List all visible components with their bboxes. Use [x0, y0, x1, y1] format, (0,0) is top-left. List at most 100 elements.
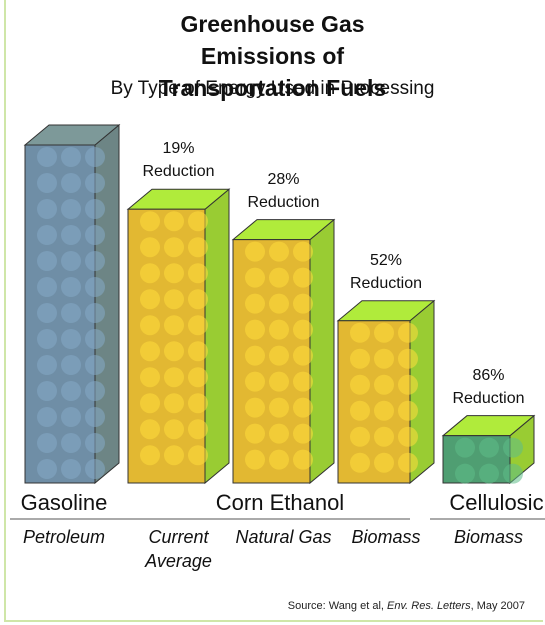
bar-texture [374, 374, 394, 395]
bar-texture [164, 263, 184, 284]
bar-texture [350, 426, 370, 447]
bar-texture [37, 355, 57, 375]
bar-texture [37, 303, 57, 323]
bar-texture [85, 459, 105, 479]
bar-texture [188, 419, 208, 440]
bar-texture [85, 199, 105, 219]
bar-texture [61, 433, 81, 453]
bar-texture [164, 211, 184, 232]
bar-texture [293, 397, 313, 418]
bar-texture [164, 393, 184, 414]
x-tick-label: Current Average [145, 527, 212, 571]
bar-texture [245, 345, 265, 366]
bar-texture [61, 303, 81, 323]
bar-texture [269, 397, 289, 418]
bar-texture [37, 225, 57, 245]
bar-texture [245, 241, 265, 262]
bar-texture [374, 348, 394, 369]
bar-texture [140, 341, 160, 362]
annotation-text: Reduction [247, 193, 320, 211]
bar-texture [269, 267, 289, 288]
source: Source: Wang et al, Env. Res. Letters, M… [288, 600, 525, 612]
bar-texture [188, 393, 208, 414]
bar-texture [164, 315, 184, 336]
bar-texture [245, 397, 265, 418]
bar-texture [269, 423, 289, 444]
bar-texture [61, 225, 81, 245]
frame [4, 0, 543, 622]
bar-texture [398, 426, 418, 447]
bar-texture [85, 329, 105, 349]
bar-texture [61, 459, 81, 479]
bar-texture [245, 267, 265, 288]
bar-texture [61, 199, 81, 219]
bar-texture [37, 459, 57, 479]
bar-texture [188, 289, 208, 310]
bar-texture [61, 355, 81, 375]
bar-texture [61, 277, 81, 297]
annotation-percent: 28% [267, 170, 300, 188]
bar-texture [85, 225, 105, 245]
bar-texture [269, 371, 289, 392]
source-prefix: Source: Wang et al, [287, 600, 388, 612]
bar-texture [350, 322, 370, 343]
bar-texture [85, 251, 105, 271]
bar-texture [374, 400, 394, 421]
annotation-text: Reduction [142, 163, 215, 181]
bar-texture [85, 381, 105, 401]
bar-texture [37, 251, 57, 271]
bar-texture [293, 449, 313, 470]
bar-texture [164, 289, 184, 310]
bar-texture [61, 251, 81, 271]
bar-texture [140, 419, 160, 440]
annotation-text: Reduction [452, 389, 525, 407]
x-tick-label: Petroleum [22, 527, 106, 547]
bar-texture [164, 237, 184, 258]
bar-texture [188, 341, 208, 362]
bar-texture [245, 293, 265, 314]
bar-texture [188, 263, 208, 284]
bar-texture [455, 463, 475, 484]
bar-texture [350, 374, 370, 395]
bar-texture [479, 463, 499, 484]
bar-texture [188, 237, 208, 258]
bar [337, 320, 411, 484]
bar-texture [374, 426, 394, 447]
bar-texture [37, 173, 57, 193]
bar-texture [37, 407, 57, 427]
bar-texture [85, 147, 105, 167]
bar-texture [398, 374, 418, 395]
bar-texture [61, 329, 81, 349]
chart-title: Greenhouse Gas Emissions of Transportati… [158, 11, 387, 101]
bar-texture [188, 367, 208, 388]
bar-texture [455, 437, 475, 458]
x-tick-label: Biomass [351, 527, 421, 547]
bar-texture [37, 433, 57, 453]
bar-texture [245, 371, 265, 392]
bar-texture [350, 452, 370, 473]
bar-texture [140, 237, 160, 258]
source-suffix: , May 2007 [470, 600, 525, 612]
bar-texture [85, 407, 105, 427]
bar-texture [85, 173, 105, 193]
annotation-percent: 19% [162, 140, 195, 158]
bar-texture [140, 393, 160, 414]
bar-texture [164, 367, 184, 388]
bar-texture [164, 445, 184, 466]
bar-texture [85, 355, 105, 375]
annotation-percent: 86% [472, 366, 505, 384]
bar-texture [479, 437, 499, 458]
bar-texture [350, 400, 370, 421]
bar-texture [140, 289, 160, 310]
bar-texture [269, 449, 289, 470]
bar-side [204, 188, 230, 485]
bar-texture [398, 322, 418, 343]
bar-texture [245, 449, 265, 470]
bar [442, 435, 511, 484]
bar-texture [293, 423, 313, 444]
x-tick-label: Natural Gas [235, 527, 332, 547]
bar-texture [61, 381, 81, 401]
bar-texture [293, 319, 313, 340]
